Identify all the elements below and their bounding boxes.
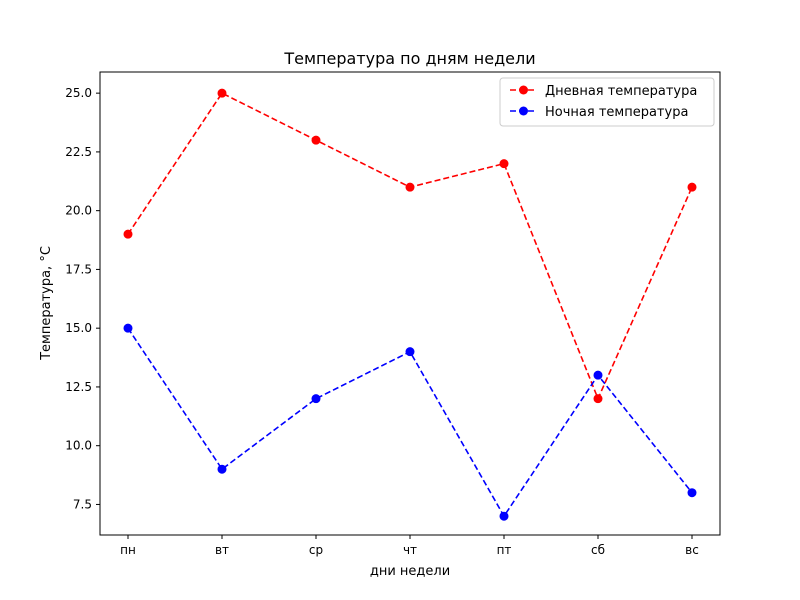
y-tick-label: 12.5 [65,380,92,394]
data-point [217,88,227,98]
y-axis: 7.5 10.0 12.5 15.0 17.5 20.0 22.5 25.0 [65,86,100,511]
series-1 [123,323,697,521]
data-point [499,159,509,169]
chart-title: Температура по дням недели [283,49,535,68]
legend: Дневная температура Ночная температура [499,77,715,127]
x-tick-label: ср [309,543,323,557]
x-axis: пн вт ср чт пт сб вс [120,535,699,557]
data-point [123,323,133,333]
data-point [311,394,321,404]
series-0 [123,88,697,404]
x-tick-label: сб [591,543,605,557]
data-point [593,394,603,404]
y-tick-label: 22.5 [65,145,92,159]
data-point [311,135,321,145]
x-tick-label: чт [403,543,417,557]
y-tick-label: 17.5 [65,262,92,276]
y-axis-label: Температура, °C [39,246,54,361]
plot-frame [99,71,721,536]
y-tick-label: 10.0 [65,439,92,453]
data-point [687,182,697,192]
legend-item-night: Ночная температура [510,105,688,120]
x-tick-label: пн [120,543,136,557]
data-point [405,182,415,192]
x-tick-label: вс [685,543,699,557]
x-tick-label: пт [497,543,512,557]
series-layer [123,88,697,521]
y-tick-label: 25.0 [65,86,92,100]
plot-area [99,71,721,536]
data-point [123,229,133,239]
y-tick-label: 7.5 [73,497,92,511]
data-point [405,347,415,357]
legend-night-label: Ночная температура [545,105,688,120]
legend-night-marker [519,106,528,116]
data-point [593,370,603,380]
x-tick-label: вт [215,543,229,557]
legend-item-day: Дневная температура [510,84,697,99]
legend-frame [499,77,715,127]
x-axis-label: дни недели [370,564,450,579]
y-tick-label: 20.0 [65,204,92,218]
y-tick-label: 15.0 [65,321,92,335]
data-point [499,511,509,521]
legend-day-label: Дневная температура [545,84,697,99]
data-point [687,488,697,498]
legend-day-marker [519,85,528,95]
data-point [217,464,227,474]
